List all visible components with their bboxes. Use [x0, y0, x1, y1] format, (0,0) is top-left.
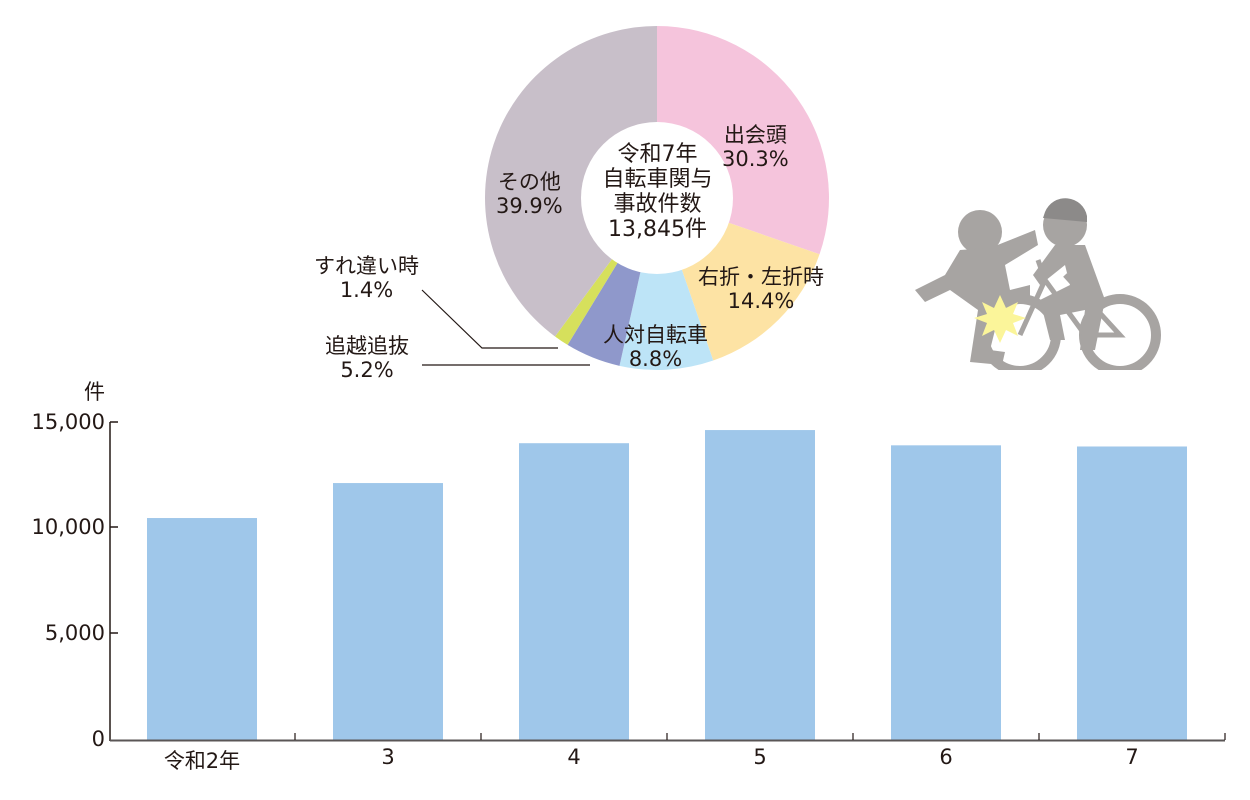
- slice-name: その他: [497, 170, 561, 194]
- bar: [519, 443, 629, 740]
- center-line-year: 令和7年: [617, 142, 698, 167]
- slice-pct: 1.4%: [339, 278, 394, 302]
- x-ticks: [294, 733, 1226, 740]
- slice-pct: 5.2%: [340, 358, 394, 382]
- y-tick-15000: 15,000: [31, 410, 105, 434]
- slice-pct: 39.9%: [496, 194, 563, 218]
- bar: [333, 483, 443, 740]
- center-line-title2: 事故件数: [613, 192, 702, 217]
- bar: [891, 445, 1001, 740]
- y-tick-5000: 5,000: [44, 621, 105, 645]
- slice-pct: 30.3%: [722, 147, 789, 171]
- slice-name: 追越追抜: [325, 334, 409, 358]
- y-axis-unit: 件: [84, 380, 105, 404]
- donut-hole: [581, 122, 733, 274]
- x-tick-r6: 6: [939, 745, 953, 769]
- y-tick-0: 0: [91, 727, 105, 751]
- center-line-title: 自転車関与: [602, 167, 713, 192]
- bar: [705, 430, 815, 740]
- bar-series: [147, 430, 1187, 740]
- bar: [147, 518, 257, 740]
- impact-burst-icon: [974, 295, 1026, 343]
- slice-label-usetsu: 右折・左折時 14.4%: [698, 265, 824, 313]
- center-line-total: 13,845件: [608, 217, 707, 242]
- donut-center-label: 令和7年 自転車関与 事故件数 13,845件: [585, 142, 730, 242]
- y-ticks: [110, 421, 118, 634]
- slice-label-hitotai: 人対自転車 8.8%: [603, 323, 708, 371]
- bar: [1077, 446, 1187, 740]
- slice-name: 出会頭: [723, 123, 787, 147]
- x-tick-r5: 5: [753, 745, 767, 769]
- slice-label-surechigai: すれ違い時 1.4%: [314, 254, 419, 302]
- slice-label-oikoshi: 追越追抜 5.2%: [325, 334, 409, 382]
- helmet-icon: [1043, 198, 1087, 222]
- slice-label-sonota: その他 39.9%: [496, 170, 563, 218]
- bicycle-collision-illustration: [915, 198, 1161, 370]
- slice-name: すれ違い時: [314, 254, 419, 278]
- donut-slice: [484, 26, 657, 337]
- slice-label-deaigashira: 出会頭 30.3%: [722, 123, 789, 171]
- slice-name: 右折・左折時: [698, 265, 824, 289]
- x-tick-r3: 3: [381, 745, 395, 769]
- y-tick-10000: 10,000: [31, 515, 105, 539]
- donut-slice: [619, 198, 714, 370]
- x-tick-r2: 令和2年: [163, 749, 241, 773]
- leader-line-surechigai: [421, 289, 558, 349]
- x-tick-r7: 7: [1125, 745, 1139, 769]
- slice-pct: 8.8%: [628, 347, 683, 371]
- slice-pct: 14.4%: [727, 289, 795, 313]
- x-tick-r4: 4: [567, 745, 581, 769]
- slice-name: 人対自転車: [603, 323, 708, 347]
